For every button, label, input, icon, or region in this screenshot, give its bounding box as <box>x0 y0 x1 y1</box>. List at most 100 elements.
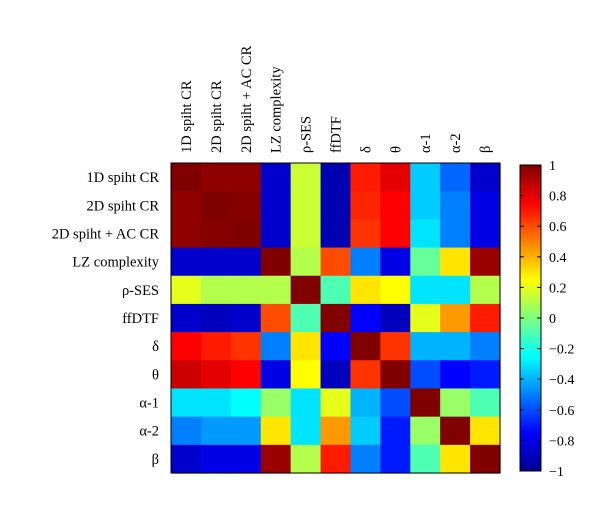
heatmap-cell-r8-c5 <box>320 388 352 418</box>
heatmap-cell-r7-c8 <box>410 360 441 390</box>
colorbar-ticks: 1 0.8 0.6 0.4 0.2 0 −0.2 −0.4 −0.6 −0.8 −1 <box>520 159 574 480</box>
column-label-4: ρ-SES <box>299 116 315 153</box>
heatmap-cell-r8-c3 <box>260 388 292 418</box>
column-label-6: δ <box>358 146 374 153</box>
column-label-10: β <box>478 146 494 153</box>
colorbar-tick-label-6: −0.2 <box>549 343 574 358</box>
heatmap-cell-r6-c1 <box>200 332 232 361</box>
heatmap-cell-r10-c4 <box>290 444 322 474</box>
heatmap-cell-r9-c6 <box>350 416 381 446</box>
heatmap-cell-r0-c5 <box>320 163 352 192</box>
colorbar-tick-label-9: −0.8 <box>549 434 574 449</box>
heatmap-cell-r6-c7 <box>380 332 411 361</box>
heatmap-cell-r9-c1 <box>200 416 232 446</box>
heatmap-cell-r6-c2 <box>230 332 262 361</box>
heatmap-cell-r1-c6 <box>350 191 381 220</box>
row-label-9: α-2 <box>139 424 159 440</box>
heatmap-cell-r5-c5 <box>320 303 352 333</box>
colorbar-tick-label-7: −0.4 <box>549 373 574 388</box>
row-label-1: 2D spiht CR <box>86 198 159 214</box>
heatmap-cell-r8-c6 <box>350 388 381 418</box>
heatmap-cell-r2-c10 <box>470 219 501 249</box>
heatmap-cell-r5-c9 <box>440 303 471 333</box>
heatmap-cell-r10-c2 <box>230 444 262 474</box>
heatmap-cell-r9-c5 <box>320 416 352 446</box>
heatmap-cell-r4-c1 <box>200 275 232 305</box>
column-labels: 1D spiht CR 2D spiht CR 2D spiht + AC CR LZ… <box>179 45 494 153</box>
heatmap-cell-r8-c8 <box>410 388 441 418</box>
column-label-1: 2D spiht CR <box>209 80 225 153</box>
heatmap-cell-r8-c10 <box>470 388 501 418</box>
heatmap-cell-r10-c1 <box>200 444 232 474</box>
heatmap-cell-r10-c5 <box>320 444 352 474</box>
heatmap-cell-r0-c7 <box>380 163 411 192</box>
heatmap-cell-r4-c8 <box>410 275 441 305</box>
heatmap-cell-r4-c7 <box>380 275 411 305</box>
heatmap-cell-r5-c6 <box>350 303 381 333</box>
heatmap-cell-r0-c1 <box>200 163 232 192</box>
heatmap-cell-r2-c7 <box>380 219 411 249</box>
heatmap-cell-r5-c7 <box>380 303 411 333</box>
heatmap-cell-r9-c7 <box>380 416 411 446</box>
heatmap-cell-r7-c5 <box>320 360 352 390</box>
column-label-2: 2D spiht + AC CR <box>239 45 255 153</box>
heatmap-cell-r7-c10 <box>470 360 501 390</box>
row-label-10: β <box>152 452 159 468</box>
heatmap-cell-r0-c3 <box>260 163 292 192</box>
heatmap-cell-r2-c9 <box>440 219 471 249</box>
heatmap-cell-r1-c3 <box>260 191 292 220</box>
heatmap-cell-r5-c2 <box>230 303 262 333</box>
row-label-7: θ <box>152 367 159 383</box>
row-label-8: α-1 <box>139 396 159 412</box>
heatmap-cell-r0-c0 <box>171 163 202 192</box>
row-label-0: 1D spiht CR <box>86 170 159 186</box>
colorbar-tick-label-5: 0 <box>549 312 556 327</box>
heatmap-cell-r1-c8 <box>410 191 441 220</box>
column-label-5: ffDTF <box>329 116 345 153</box>
heatmap-cell-r10-c0 <box>171 444 202 474</box>
heatmap-cell-r1-c9 <box>440 191 471 220</box>
column-label-7: θ <box>388 146 404 153</box>
heatmap-cell-r3-c8 <box>410 247 441 277</box>
heatmap-cell-r8-c9 <box>440 388 471 418</box>
row-label-6: δ <box>152 339 159 355</box>
heatmap-cell-r7-c9 <box>440 360 471 390</box>
heatmap-cell-r1-c10 <box>470 191 501 220</box>
column-label-0: 1D spiht CR <box>179 80 195 153</box>
heatmap-cell-r5-c10 <box>470 303 501 333</box>
colorbar-tick-label-0: 1 <box>549 159 556 174</box>
heatmap-cell-r0-c6 <box>350 163 381 192</box>
heatmap-cell-r4-c9 <box>440 275 471 305</box>
row-label-5: ffDTF <box>122 311 159 327</box>
heatmap-cell-r3-c10 <box>470 247 501 277</box>
heatmap-cell-r5-c1 <box>200 303 232 333</box>
heatmap-cell-r0-c9 <box>440 163 471 192</box>
heatmap-cell-r10-c8 <box>410 444 441 474</box>
heatmap-cell-r7-c3 <box>260 360 292 390</box>
heatmap-cell-r6-c3 <box>260 332 292 361</box>
colorbar-tick-label-3: 0.4 <box>549 251 567 266</box>
row-label-2: 2D spiht + AC CR <box>52 226 160 242</box>
heatmap-cell-r5-c0 <box>171 303 202 333</box>
heatmap-cell-r8-c2 <box>230 388 262 418</box>
heatmap-cell-r10-c9 <box>440 444 471 474</box>
heatmap-cell-r9-c8 <box>410 416 441 446</box>
heatmap-cell-r4-c5 <box>320 275 352 305</box>
heatmap-cell-r0-c10 <box>470 163 501 192</box>
heatmap-cell-r2-c5 <box>320 219 352 249</box>
heatmap-cell-r10-c6 <box>350 444 381 474</box>
heatmap-cell-r7-c4 <box>290 360 322 390</box>
heatmap-cell-r3-c5 <box>320 247 352 277</box>
colorbar-tick-label-4: 0.2 <box>549 281 567 296</box>
heatmap-cell-r2-c8 <box>410 219 441 249</box>
heatmap-cell-r3-c7 <box>380 247 411 277</box>
column-label-3: LZ complexity <box>269 66 285 153</box>
heatmap-cell-r5-c3 <box>260 303 292 333</box>
heatmap-cell-r7-c2 <box>230 360 262 390</box>
heatmap-cell-r4-c2 <box>230 275 262 305</box>
heatmap-cell-r4-c6 <box>350 275 381 305</box>
heatmap-cell-r1-c4 <box>290 191 322 220</box>
heatmap-cell-r3-c1 <box>200 247 232 277</box>
heatmap-cell-r10-c7 <box>380 444 411 474</box>
heatmap-cell-r3-c2 <box>230 247 262 277</box>
